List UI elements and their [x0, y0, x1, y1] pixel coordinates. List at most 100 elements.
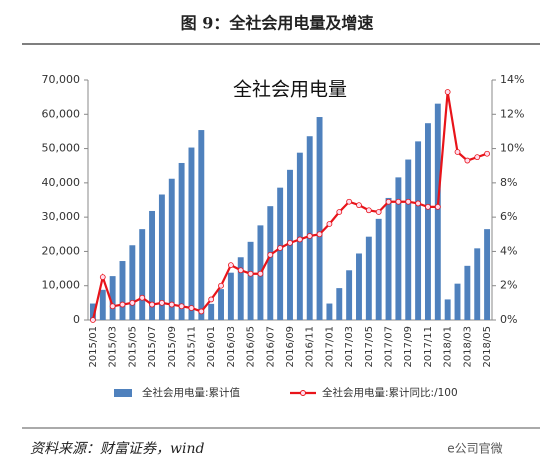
- bar: [89, 303, 96, 320]
- line-point: [149, 301, 155, 308]
- x-tick-label: 2017/03: [344, 326, 355, 368]
- line-point: [365, 207, 372, 214]
- line-point: [178, 303, 185, 310]
- line-point: [198, 308, 205, 315]
- bar: [474, 248, 481, 320]
- x-tick-label: 2017/05: [364, 326, 375, 368]
- bar: [109, 276, 116, 320]
- y2-tick-label: 6%: [500, 210, 517, 223]
- bar: [198, 130, 205, 320]
- line-point: [159, 299, 165, 306]
- line-point: [425, 203, 431, 210]
- bar: [375, 218, 382, 320]
- line-point: [109, 303, 116, 310]
- bar: [356, 253, 362, 320]
- y2-tick-label: 8%: [500, 176, 517, 189]
- bar: [415, 141, 422, 320]
- line-point: [90, 317, 96, 323]
- line-point: [306, 233, 313, 239]
- line-point: [277, 245, 284, 251]
- y-tick-label: 20,000: [42, 244, 81, 257]
- bar: [99, 289, 106, 320]
- bar: [227, 272, 234, 320]
- bar: [464, 265, 471, 320]
- bar: [247, 241, 254, 320]
- line-point: [139, 294, 146, 301]
- bar: [484, 229, 491, 320]
- line-point: [375, 209, 382, 215]
- legend-label: 全社会用电量:累计值: [142, 386, 241, 399]
- line-point: [454, 149, 461, 155]
- line-point: [326, 221, 333, 227]
- y-tick-label: 10,000: [42, 279, 81, 292]
- line-point: [168, 301, 175, 308]
- line-point: [227, 262, 234, 269]
- x-tick-label: 2016/11: [305, 326, 316, 368]
- line-point: [247, 270, 254, 277]
- bar: [188, 147, 195, 320]
- line-point: [356, 202, 362, 209]
- line-point: [99, 274, 106, 281]
- x-tick-label: 2016/09: [285, 326, 296, 368]
- bar: [424, 123, 431, 320]
- x-tick-label: 2018/05: [482, 326, 493, 368]
- bar: [405, 159, 412, 320]
- line-point: [464, 157, 471, 164]
- bar: [326, 303, 333, 320]
- line-point: [208, 296, 215, 303]
- y-tick-label: 40,000: [42, 176, 81, 189]
- y2-tick-label: 14%: [500, 73, 524, 86]
- x-tick-label: 2015/05: [127, 326, 138, 368]
- x-tick-label: 2015/03: [108, 326, 119, 368]
- x-tick-label: 2017/11: [423, 326, 434, 368]
- bar: [129, 245, 136, 320]
- line-point: [385, 198, 392, 205]
- bar: [336, 288, 343, 320]
- x-tick-label: 2017/01: [324, 326, 335, 368]
- legend-label: 全社会用电量:累计同比:/100: [322, 386, 458, 399]
- bar: [149, 210, 156, 320]
- x-tick-label: 2016/03: [226, 326, 237, 368]
- x-tick-label: 2018/01: [443, 326, 454, 368]
- x-tick-label: 2015/09: [167, 326, 178, 368]
- bar: [346, 270, 353, 320]
- y2-tick-label: 4%: [500, 244, 517, 257]
- line-point: [218, 282, 224, 289]
- bar: [158, 194, 165, 320]
- bar: [365, 236, 372, 320]
- bar: [385, 197, 392, 320]
- x-tick-label: 2017/07: [384, 326, 395, 368]
- line-point: [405, 198, 412, 205]
- line-point: [415, 200, 421, 207]
- bar: [444, 299, 451, 320]
- line-point: [434, 203, 441, 210]
- bar: [296, 152, 303, 320]
- line-point: [444, 89, 451, 95]
- line-point: [129, 299, 136, 306]
- bar: [178, 162, 185, 320]
- bar: [316, 117, 323, 321]
- y-tick-label: 70,000: [42, 73, 81, 86]
- line-point: [267, 251, 274, 258]
- source: 资料来源：财富证券，wind: [30, 441, 204, 457]
- x-tick-label: 2016/05: [246, 326, 257, 368]
- y-tick-label: 60,000: [42, 107, 81, 120]
- x-tick-label: 2016/07: [265, 326, 276, 368]
- line-point: [296, 236, 303, 243]
- line-point: [336, 209, 343, 215]
- legend-swatch: [300, 390, 306, 396]
- y2-tick-label: 12%: [500, 107, 524, 120]
- line-point: [395, 198, 402, 205]
- y-tick-label: 0: [73, 313, 80, 326]
- line-point: [237, 267, 244, 274]
- bar: [218, 289, 224, 320]
- bar: [267, 206, 274, 320]
- y2-tick-label: 2%: [500, 279, 517, 292]
- bar: [395, 177, 402, 320]
- bar: [139, 229, 146, 320]
- bar: [306, 136, 313, 320]
- bar: [119, 261, 126, 320]
- x-tick-label: 2015/01: [88, 326, 99, 368]
- bar: [168, 178, 175, 320]
- header: 图 9：全社会用电量及增速: [181, 14, 374, 33]
